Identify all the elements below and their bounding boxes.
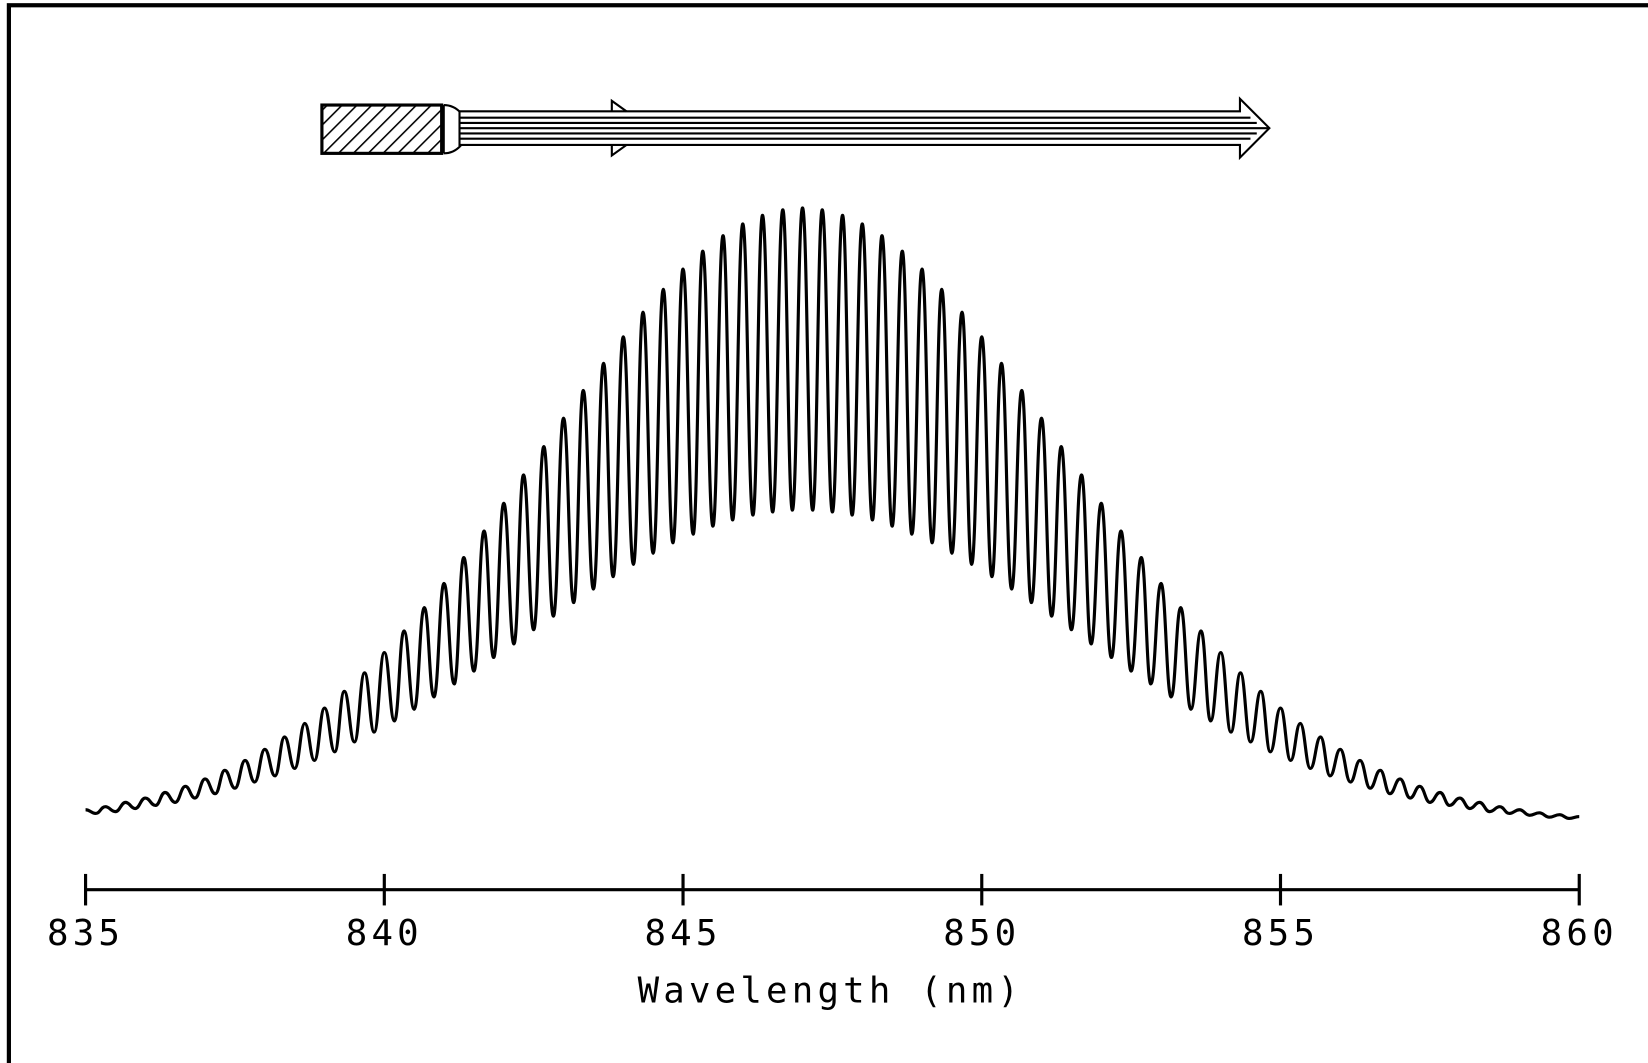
device-diagram — [320, 96, 1271, 161]
x-tick-label: 840 — [346, 913, 423, 954]
spectrum-line — [85, 206, 1580, 820]
frame — [6, 3, 1648, 1063]
x-tick-label: 850 — [943, 913, 1020, 954]
x-tick-label: 855 — [1242, 913, 1319, 954]
x-axis-label: Wavelength (nm) — [638, 971, 1023, 1012]
x-tick-label: 845 — [644, 913, 721, 954]
x-tick-label: 835 — [47, 913, 124, 954]
x-tick-label: 860 — [1541, 913, 1618, 954]
